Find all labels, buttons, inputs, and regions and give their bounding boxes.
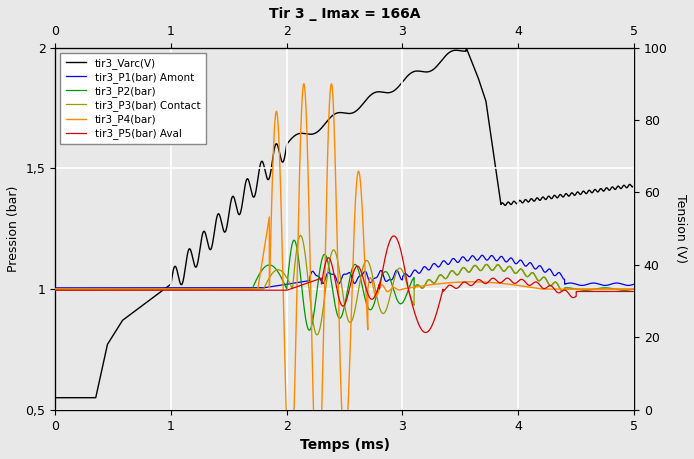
tir3_P1(bar) Amont [418, 265, 427, 271]
tir3_P1(bar) Amont [511, 261, 519, 266]
tir3_P2(bar) [630, 286, 638, 292]
tir3_P5(bar) Aval [80, 287, 88, 293]
tir3_P4(bar) [261, 243, 269, 248]
Y-axis label: Pression (bar): Pression (bar) [7, 185, 20, 272]
tir3_Varc(V) [393, 85, 402, 90]
tir3_P1(bar) Amont [51, 285, 60, 291]
tir3_Varc(V) [261, 167, 269, 172]
Line: tir3_P4(bar): tir3_P4(bar) [56, 84, 634, 459]
tir3_P2(bar) [290, 237, 298, 243]
tir3_P3(bar) Contact [480, 263, 489, 269]
tir3_P2(bar) [480, 263, 489, 269]
tir3_P4(bar) [630, 286, 638, 292]
Line: tir3_P2(bar): tir3_P2(bar) [56, 240, 634, 330]
tir3_P2(bar) [80, 286, 88, 292]
tir3_P1(bar) Amont [393, 269, 402, 274]
tir3_P5(bar) Aval [511, 280, 520, 286]
tir3_P4(bar) [419, 283, 428, 289]
tir3_Varc(V) [630, 183, 638, 188]
tir3_P4(bar) [80, 286, 88, 292]
tir3_P5(bar) Aval [480, 280, 489, 286]
tir3_P2(bar) [419, 285, 428, 291]
tir3_P5(bar) Aval [261, 287, 269, 293]
tir3_P5(bar) Aval [630, 289, 638, 294]
tir3_P5(bar) Aval [393, 238, 402, 244]
tir3_P3(bar) Contact [296, 233, 305, 238]
tir3_P2(bar) [51, 286, 60, 292]
tir3_P1(bar) Amont [478, 252, 486, 258]
tir3_P4(bar) [511, 282, 520, 288]
tir3_Varc(V) [511, 200, 519, 205]
tir3_P2(bar) [305, 327, 314, 333]
Line: tir3_P1(bar) Amont: tir3_P1(bar) Amont [56, 255, 634, 288]
Title: Tir 3 _ Imax = 166A: Tir 3 _ Imax = 166A [269, 7, 421, 21]
tir3_Varc(V) [80, 395, 88, 400]
tir3_P1(bar) Amont [630, 281, 638, 287]
tir3_P3(bar) Contact [51, 286, 60, 292]
tir3_P2(bar) [261, 264, 269, 270]
tir3_P3(bar) Contact [630, 286, 638, 292]
tir3_P1(bar) Amont [480, 255, 489, 260]
tir3_P3(bar) Contact [511, 271, 520, 276]
Y-axis label: Tension (V): Tension (V) [674, 194, 687, 263]
tir3_P3(bar) Contact [80, 286, 88, 292]
tir3_P1(bar) Amont [261, 285, 269, 291]
tir3_P3(bar) Contact [393, 267, 402, 272]
tir3_Varc(V) [418, 69, 427, 74]
Line: tir3_P5(bar) Aval: tir3_P5(bar) Aval [56, 236, 634, 332]
tir3_P4(bar) [480, 280, 489, 285]
Legend: tir3_Varc(V), tir3_P1(bar) Amont, tir3_P2(bar), tir3_P3(bar) Contact, tir3_P4(ba: tir3_Varc(V), tir3_P1(bar) Amont, tir3_P… [60, 53, 205, 144]
tir3_Varc(V) [480, 94, 489, 99]
tir3_P5(bar) Aval [51, 287, 60, 293]
tir3_P5(bar) Aval [421, 330, 430, 335]
tir3_P4(bar) [393, 287, 402, 292]
tir3_Varc(V) [51, 395, 60, 400]
tir3_Varc(V) [462, 45, 471, 50]
tir3_P4(bar) [51, 286, 60, 292]
tir3_P3(bar) Contact [419, 285, 428, 291]
Line: tir3_P3(bar) Contact: tir3_P3(bar) Contact [56, 235, 634, 335]
tir3_P2(bar) [393, 298, 402, 304]
tir3_P5(bar) Aval [389, 233, 398, 239]
tir3_P4(bar) [300, 81, 308, 87]
tir3_P2(bar) [511, 271, 520, 276]
Line: tir3_Varc(V): tir3_Varc(V) [56, 48, 634, 397]
tir3_P3(bar) Contact [313, 332, 321, 338]
tir3_P1(bar) Amont [80, 285, 88, 291]
X-axis label: Temps (ms): Temps (ms) [300, 438, 389, 452]
tir3_P3(bar) Contact [261, 284, 269, 289]
tir3_P5(bar) Aval [419, 329, 428, 334]
